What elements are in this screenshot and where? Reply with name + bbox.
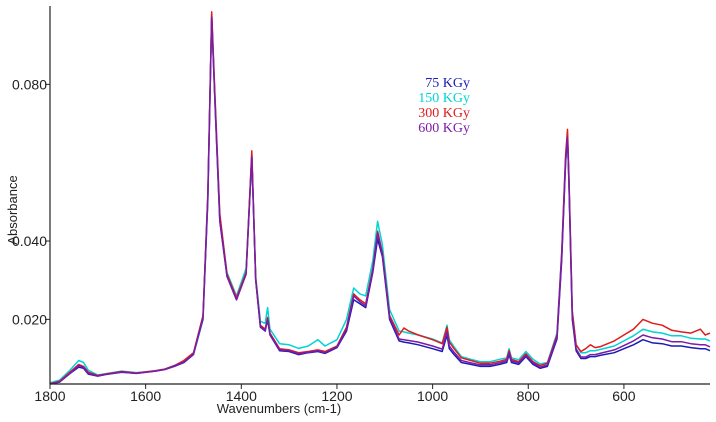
legend-entry: 600 KGy [418,121,470,136]
x-tick-label: 800 [517,388,541,404]
x-axis-title: Wavenumbers (cm-1) [217,401,341,416]
series-layer [49,11,711,385]
series-line-600-kgy [49,17,711,385]
x-tick-label: 1600 [130,388,161,404]
y-tick-label: 0.080 [12,76,47,92]
x-tick-label: 600 [612,388,636,404]
legend-entry: 300 KGy [418,106,470,121]
x-tick-label: 1400 [226,388,257,404]
y-axis-title: Absorbance [5,175,20,244]
legend-entry: 75 KGy [425,76,470,91]
x-tick-label: 1000 [417,388,448,404]
y-ticks: 0.020 0.040 0.080 [12,76,50,327]
y-tick-label: 0.040 [12,233,47,249]
x-tick-label: 1800 [34,388,65,404]
legend-entry: 150 KGy [418,91,470,106]
x-tick-label: 1200 [321,388,352,404]
y-tick-label: 0.020 [12,311,47,327]
x-ticks: 1800 1600 1400 1200 1000 800 600 [34,384,636,404]
